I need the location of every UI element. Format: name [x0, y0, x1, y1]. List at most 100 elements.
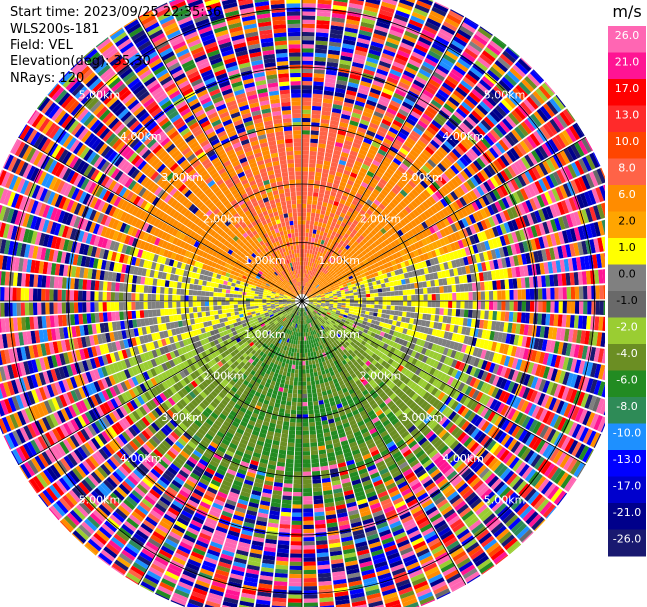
gate-1191 [324, 275, 329, 280]
gate-434 [345, 136, 354, 143]
gate-2348 [542, 288, 547, 300]
gate-1219 [405, 194, 414, 203]
gate-588 [355, 156, 364, 164]
gate-4995 [284, 380, 290, 385]
gate-868 [465, 17, 479, 27]
gate-4843 [291, 405, 297, 411]
gate-2457 [341, 303, 346, 306]
gate-1421 [555, 94, 566, 108]
gate-1221 [411, 188, 420, 197]
gate-2234 [398, 290, 404, 296]
gate-4712 [303, 516, 314, 521]
gate-331 [316, 230, 321, 235]
gate-754 [385, 134, 395, 142]
gate-992 [412, 146, 422, 155]
gate-222 [330, 29, 344, 35]
gate-944 [473, 34, 488, 46]
gate-4610 [309, 422, 316, 427]
gate-1525 [390, 241, 397, 248]
gate-1462 [440, 198, 449, 208]
gate-1614 [428, 225, 436, 234]
gate-2465 [374, 304, 379, 309]
gate-165 [305, 261, 308, 266]
gate-989 [404, 156, 414, 165]
gate-1461 [436, 200, 445, 210]
gate-104 [307, 187, 314, 193]
gate-2164 [434, 279, 440, 287]
gate-2405 [452, 301, 457, 309]
gate-1213 [388, 212, 395, 220]
gate-308 [348, 2, 363, 10]
gate-1108 [312, 286, 316, 291]
gate-1529 [404, 232, 411, 240]
gate-502 [339, 181, 347, 188]
gate-208 [324, 86, 335, 92]
gate-1293 [395, 214, 403, 222]
gate-4684 [302, 402, 308, 407]
gate-4930 [280, 437, 288, 443]
gate-2237 [410, 289, 416, 295]
gate-905 [386, 168, 395, 176]
gate-4725 [303, 569, 317, 575]
gate-874 [316, 274, 321, 279]
gate-782 [437, 32, 452, 43]
gate-2331 [472, 291, 477, 300]
gate-1428 [327, 280, 332, 284]
gate-915 [408, 133, 419, 143]
gate-848 [424, 85, 437, 96]
gate-1083 [450, 114, 462, 125]
gate-252 [312, 229, 317, 234]
gate-4511 [306, 340, 309, 345]
gate-1154 [438, 146, 448, 157]
gate-2417 [501, 301, 506, 311]
gate-658 [348, 193, 355, 200]
gate-4528 [314, 409, 320, 414]
gate-112 [309, 154, 317, 160]
gate-972 [363, 212, 371, 219]
gate-1343 [307, 294, 311, 297]
gate-1360 [361, 250, 368, 256]
gate-1037 [332, 260, 337, 266]
gate-718 [318, 265, 322, 270]
gate-4753 [299, 361, 302, 366]
gate-408 [317, 238, 322, 244]
gate-126 [312, 97, 323, 103]
gate-380 [357, 33, 372, 41]
gate-4721 [303, 553, 316, 558]
gate-1102 [499, 53, 514, 67]
gate-418 [328, 199, 334, 205]
gate-726 [333, 236, 338, 242]
gate-4636 [315, 527, 327, 533]
gate-842 [411, 106, 423, 116]
gate-2394 [407, 301, 412, 307]
gate-136 [314, 56, 327, 62]
gate-494 [329, 212, 335, 218]
gate-704 [424, 21, 440, 32]
gate-4855 [286, 454, 294, 460]
gate-765 [405, 94, 417, 103]
gate-1465 [450, 190, 459, 201]
gate-956 [325, 265, 330, 270]
gate-515 [356, 130, 366, 138]
gate-238 [303, 285, 306, 291]
gate-1109 [314, 283, 319, 288]
gate-1205 [364, 235, 371, 242]
gate-127 [312, 93, 323, 99]
gate-871 [310, 284, 314, 289]
gate-2491 [480, 310, 485, 320]
gate-510 [349, 150, 358, 157]
gate-1242 [472, 128, 483, 140]
gate-2398 [423, 301, 428, 307]
gate-2406 [456, 301, 461, 309]
gate-303 [345, 23, 359, 30]
gate-918 [415, 123, 426, 133]
gate-1137 [391, 198, 400, 206]
gate-386 [363, 9, 378, 17]
gate-707 [429, 10, 445, 21]
gate-548 [397, 2, 413, 11]
gate-857 [442, 53, 457, 65]
gate-826 [379, 163, 388, 171]
gate-1588 [336, 279, 341, 283]
gate-358 [339, 121, 349, 128]
gate-967 [351, 229, 358, 235]
